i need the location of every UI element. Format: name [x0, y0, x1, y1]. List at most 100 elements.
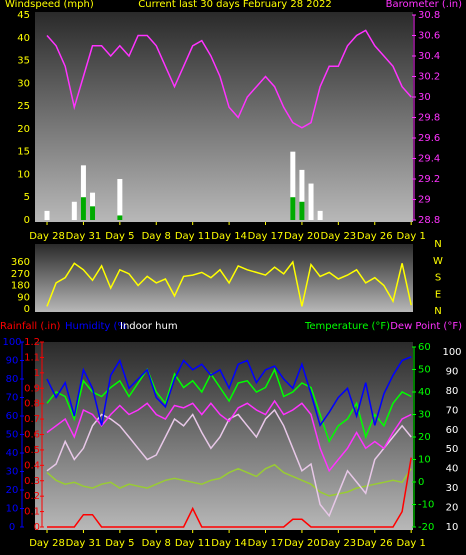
x-tick-label: Day 23 — [321, 538, 357, 549]
y-tick-label: E — [435, 289, 441, 300]
x-tick-label: Day 5 — [105, 538, 134, 549]
y-tick-label: 30 — [418, 92, 431, 103]
x-tick-label: Day 1 — [397, 231, 426, 242]
y-tick-label: 0.5 — [24, 445, 40, 456]
bar — [299, 169, 305, 220]
x-tick-label: Day 20 — [284, 538, 320, 549]
series-line — [47, 457, 412, 528]
y-tick-label: 0.2 — [24, 491, 40, 502]
y-tick-label: 100 — [2, 337, 21, 348]
y-tick-label: 0.6 — [24, 430, 40, 441]
x-tick-label: Day 1 — [397, 538, 426, 549]
y-tick-label: 10 — [6, 504, 19, 515]
x-tick-label: Day 11 — [175, 231, 211, 242]
y-tick-label: 40 — [418, 387, 431, 398]
y-tick-label: 29.8 — [418, 113, 440, 124]
y-tick-label: 60 — [418, 342, 431, 353]
y-tick-label: 60 — [446, 425, 459, 436]
y-tick-label: 50 — [6, 430, 19, 441]
axis-label: Dew Point (°F) — [390, 321, 462, 332]
y-tick-label: 0 — [418, 477, 424, 488]
series-line — [46, 399, 412, 473]
x-tick-label: Day 26 — [357, 538, 393, 549]
y-tick-label: 20 — [418, 432, 431, 443]
y-tick-label: N — [434, 239, 441, 250]
bar — [290, 151, 296, 220]
y-tick-label: 29.4 — [418, 154, 440, 165]
y-tick-label: 29 — [418, 195, 431, 206]
x-tick-label: Day 17 — [248, 538, 284, 549]
y-tick-label: 10 — [418, 455, 431, 466]
y-tick-label: 20 — [17, 124, 30, 135]
y-tick-label: 80 — [446, 386, 459, 397]
x-tick-label: Day 14 — [211, 538, 247, 549]
y-tick-label: 50 — [418, 365, 431, 376]
bar — [71, 201, 77, 220]
y-tick-label: 0 — [24, 215, 30, 226]
y-tick-label: 0.7 — [24, 414, 40, 425]
y-tick-label: 30 — [17, 78, 30, 89]
y-tick-label: 25 — [17, 101, 30, 112]
series-line — [46, 463, 412, 497]
y-tick-label: 30 — [6, 467, 19, 478]
y-tick-label: 1.1 — [24, 352, 40, 363]
y-tick-label: 40 — [17, 33, 30, 44]
y-tick-label: 0 — [9, 522, 15, 533]
y-tick-label: 1.2 — [24, 337, 40, 348]
y-tick-label: 28.8 — [418, 215, 440, 226]
plot-background — [35, 342, 413, 530]
y-tick-label: -10 — [418, 500, 434, 511]
y-tick-label: 10 — [446, 522, 459, 533]
x-tick-label: Day 5 — [105, 231, 134, 242]
x-tick-label: Day 8 — [142, 231, 171, 242]
y-tick-label: 30.2 — [418, 72, 440, 83]
y-tick-label: 90 — [6, 356, 19, 367]
y-tick-label: 15 — [17, 147, 30, 158]
y-tick-label: 20 — [6, 485, 19, 496]
x-tick-label: Day 28 — [29, 231, 65, 242]
y-tick-label: 30.8 — [418, 10, 440, 21]
plot-background — [35, 244, 413, 312]
x-tick-label: Day 31 — [66, 231, 102, 242]
y-tick-label: 29.2 — [418, 174, 440, 185]
y-tick-label: 50 — [446, 444, 459, 455]
plot-background — [35, 12, 413, 222]
axis-label: Barometer (.in) — [386, 0, 462, 10]
axis-label: Windspeed (mph) — [5, 0, 94, 10]
y-tick-label: 0.4 — [24, 460, 40, 471]
x-tick-label: Day 8 — [142, 538, 171, 549]
x-tick-label: Day 23 — [321, 231, 357, 242]
axis-label: Rainfall (.in) — [0, 321, 61, 332]
y-tick-label: N — [434, 306, 441, 317]
y-tick-label: S — [435, 273, 441, 284]
y-tick-label: 0.1 — [24, 507, 40, 518]
x-tick-label: Day 11 — [175, 538, 211, 549]
chart-title: Current last 30 days February 28 2022 — [138, 0, 331, 10]
bar — [80, 197, 86, 220]
x-tick-label: Day 20 — [284, 231, 320, 242]
y-tick-label: 70 — [6, 393, 19, 404]
y-tick-label: 40 — [6, 448, 19, 459]
y-tick-label: 35 — [17, 56, 30, 67]
y-tick-label: 10 — [17, 169, 30, 180]
y-tick-label: 100 — [442, 347, 461, 358]
x-tick-label: Day 17 — [248, 231, 284, 242]
y-tick-label: 70 — [446, 405, 459, 416]
y-tick-label: 0 — [24, 304, 30, 315]
y-tick-label: 0.3 — [24, 476, 40, 487]
series-line — [46, 356, 412, 428]
axis-label: Indoor hum — [120, 321, 178, 332]
y-tick-label: 80 — [6, 374, 19, 385]
bar — [117, 215, 123, 220]
bar — [317, 210, 323, 220]
y-tick-label: 29.6 — [418, 133, 440, 144]
bar — [90, 206, 96, 220]
bar — [299, 201, 305, 220]
y-tick-label: 30.6 — [418, 31, 440, 42]
y-tick-label: 180 — [11, 281, 30, 292]
y-tick-label: 30.4 — [418, 51, 440, 62]
y-tick-label: 40 — [446, 464, 459, 475]
y-tick-label: 90 — [446, 366, 459, 377]
y-tick-label: 0 — [34, 522, 40, 533]
